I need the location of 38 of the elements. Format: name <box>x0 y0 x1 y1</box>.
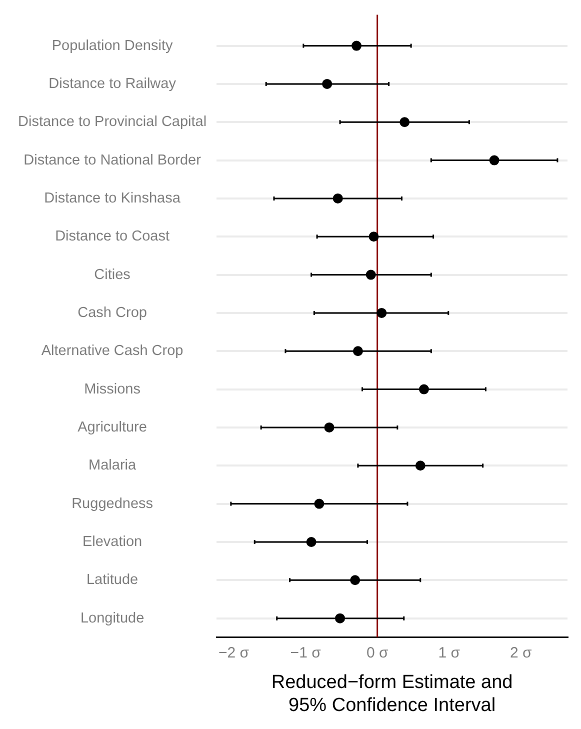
point <box>332 193 343 204</box>
point <box>352 40 362 51</box>
point <box>306 536 316 547</box>
x-axis-title: Reduced−form Estimate and 95% Confidence Interval <box>271 672 513 716</box>
y-tick-label: Latitude <box>86 572 138 588</box>
point <box>324 422 334 432</box>
y-tick-label: Longitude <box>80 610 144 626</box>
x-tick-label: 2 σ <box>510 644 532 662</box>
y-tick-label: Malaria <box>88 458 137 474</box>
point <box>335 613 346 624</box>
y-tick-label: Alternative Cash Crop <box>41 343 184 360</box>
y-tick-label: Cash Crop <box>78 304 147 321</box>
y-tick-label: Distance to Provincial Capital <box>18 114 207 130</box>
point <box>400 117 410 128</box>
x-tick-label: 0 σ <box>366 644 389 662</box>
y-tick-label: Elevation <box>82 534 142 550</box>
y-tick-label: Agriculture <box>78 419 147 436</box>
x-tick-label: −2 σ <box>218 644 250 662</box>
y-tick-label: Ruggedness <box>72 496 154 512</box>
point <box>415 460 426 471</box>
x-tick-label: −1 σ <box>290 644 322 662</box>
point <box>368 232 379 242</box>
point <box>418 384 429 394</box>
x-tick-label: 1 σ <box>438 644 461 662</box>
y-tick-label: Population Density <box>52 38 174 54</box>
point <box>352 346 363 356</box>
y-tick-label: Cities <box>94 266 130 283</box>
y-tick-label: Distance to National Border <box>24 152 202 168</box>
point <box>376 308 387 318</box>
y-tick-label: Distance to Kinshasa <box>44 190 182 206</box>
y-tick-label: Missions <box>84 381 140 398</box>
point <box>366 270 376 280</box>
y-tick-label: Distance to Railway <box>48 76 177 92</box>
point <box>314 498 324 509</box>
y-tick-label: Distance to Coast <box>55 228 170 245</box>
point <box>322 78 332 89</box>
point <box>350 575 360 586</box>
point <box>489 155 500 166</box>
